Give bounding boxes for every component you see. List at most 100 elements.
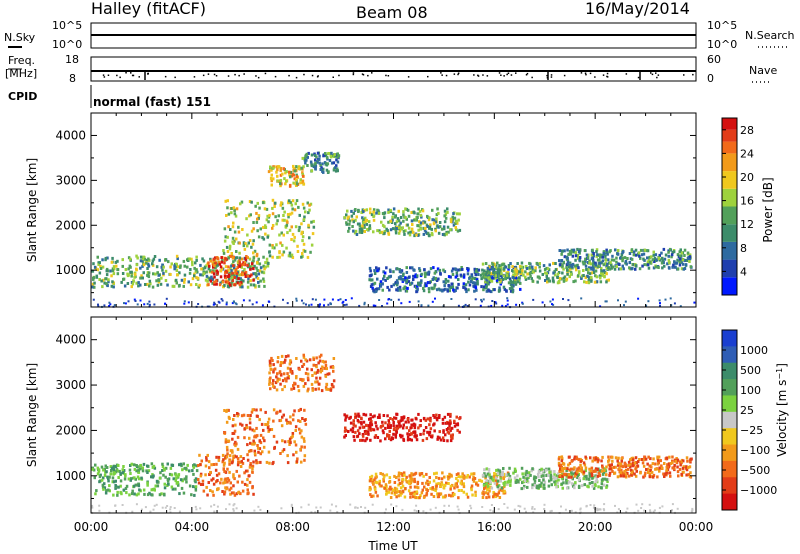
nave-dot xyxy=(125,72,127,74)
nave-dot xyxy=(193,76,196,78)
power-cell xyxy=(252,278,255,282)
power-cell xyxy=(568,250,572,253)
velocity-cell xyxy=(582,470,586,474)
velocity-cell xyxy=(502,481,505,485)
velocity-cell xyxy=(418,496,421,500)
power-cell xyxy=(538,262,541,265)
velocity-cell xyxy=(641,503,644,506)
power-cell xyxy=(250,200,253,204)
velocity-cell xyxy=(282,448,286,452)
velocity-cell xyxy=(232,504,235,507)
power-cell xyxy=(582,269,585,272)
velocity-cell xyxy=(503,485,506,489)
velocity-cell xyxy=(666,465,670,469)
power-cell xyxy=(315,160,319,164)
power-cell xyxy=(303,249,307,253)
power-cell xyxy=(149,282,152,286)
colorbar-swatch xyxy=(722,411,737,429)
power-cell xyxy=(444,281,447,285)
power-cell xyxy=(613,267,617,271)
power-cell xyxy=(319,303,321,306)
power-cell xyxy=(556,275,559,279)
velocity-cell xyxy=(392,424,395,428)
power-cell xyxy=(283,210,286,214)
x-axis-label: Time UT xyxy=(367,539,418,553)
velocity-cell xyxy=(482,492,485,496)
power-cell xyxy=(161,268,164,272)
power-cell xyxy=(520,261,524,265)
power-cell xyxy=(477,273,480,276)
velocity-cell xyxy=(217,455,221,459)
velocity-cell xyxy=(289,367,292,371)
velocity-cell xyxy=(130,477,133,481)
velocity-cell xyxy=(460,479,463,483)
velocity-cell xyxy=(332,369,335,373)
power-cell xyxy=(155,265,159,269)
velocity-cell xyxy=(556,481,559,485)
power-cell xyxy=(147,257,150,261)
velocity-cell xyxy=(416,486,420,490)
power-cell xyxy=(230,281,233,285)
x-tick-label: 12:00 xyxy=(376,520,411,534)
velocity-cell xyxy=(412,495,415,499)
power-cell xyxy=(297,167,301,171)
velocity-cell xyxy=(433,472,436,476)
velocity-cell xyxy=(121,504,124,506)
power-cell xyxy=(648,258,651,262)
velocity-cell xyxy=(371,479,375,483)
velocity-cell xyxy=(487,468,491,471)
velocity-cell xyxy=(116,493,119,497)
power-cell xyxy=(569,272,573,276)
velocity-cell xyxy=(122,488,126,492)
velocity-cell xyxy=(225,508,227,511)
velocity-cell xyxy=(249,414,252,417)
power-cell xyxy=(247,277,250,281)
velocity-cell xyxy=(232,454,235,458)
velocity-cell xyxy=(281,439,284,443)
power-cell xyxy=(417,224,421,228)
velocity-cell xyxy=(303,418,306,422)
velocity-cell xyxy=(561,474,564,478)
power-cell xyxy=(358,227,362,231)
velocity-cell xyxy=(268,371,271,375)
velocity-cell xyxy=(326,372,329,376)
power-cell xyxy=(262,271,266,275)
power-cell xyxy=(487,276,490,280)
velocity-cell xyxy=(564,472,567,476)
power-cell xyxy=(594,261,597,265)
power-cell xyxy=(334,154,337,158)
velocity-cell xyxy=(630,468,633,472)
power-cell xyxy=(441,289,444,293)
velocity-cell xyxy=(537,475,540,479)
velocity-cell xyxy=(149,510,152,513)
power-cell xyxy=(352,229,355,233)
power-cell xyxy=(584,257,587,261)
velocity-cell xyxy=(303,408,306,412)
velocity-cell xyxy=(192,485,195,489)
velocity-cell xyxy=(481,473,485,477)
power-cell xyxy=(331,298,334,301)
power-cell xyxy=(289,175,292,179)
velocity-cell xyxy=(413,480,416,484)
power-cell xyxy=(333,153,336,156)
power-cell xyxy=(486,281,489,285)
power-cell xyxy=(337,299,340,302)
power-cell xyxy=(351,225,354,228)
velocity-cell xyxy=(313,371,317,375)
power-cell xyxy=(615,256,618,260)
velocity-cell xyxy=(199,463,202,467)
power-cell xyxy=(230,252,233,255)
power-cell xyxy=(431,208,434,212)
power-cell xyxy=(327,170,330,174)
power-cell xyxy=(255,211,258,215)
power-cell xyxy=(235,268,238,271)
power-cell xyxy=(108,301,111,304)
power-cell xyxy=(372,214,376,218)
velocity-cell xyxy=(133,492,136,496)
velocity-cell xyxy=(630,471,633,475)
power-cell xyxy=(519,287,522,291)
power-cell xyxy=(278,233,281,237)
velocity-cell xyxy=(580,484,584,488)
velocity-cell xyxy=(370,423,374,427)
power-cell xyxy=(560,259,564,262)
